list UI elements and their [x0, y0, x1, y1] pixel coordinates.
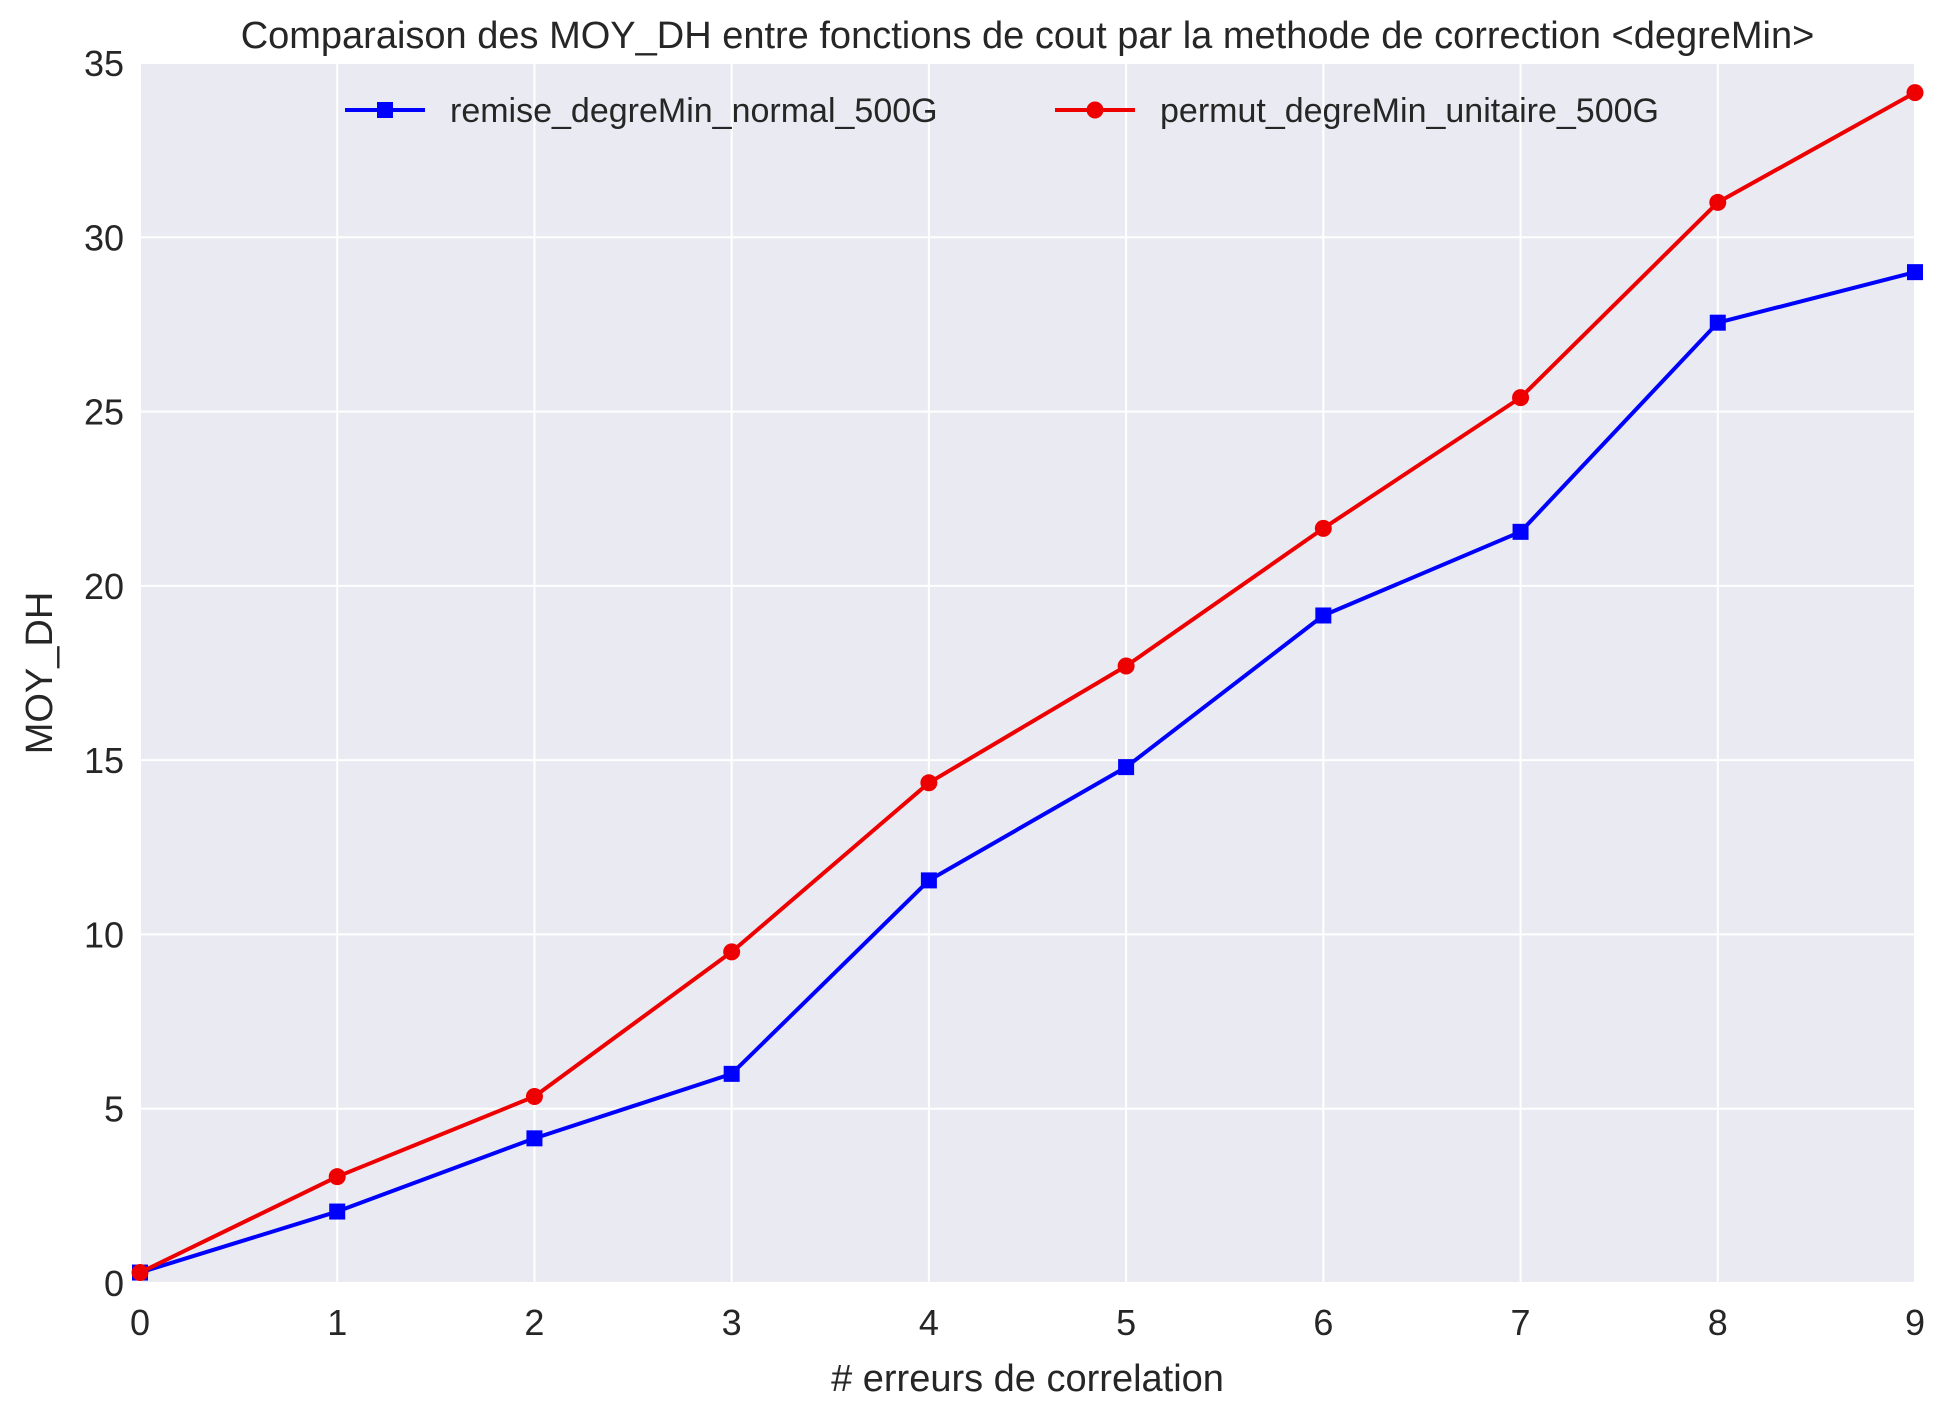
data-point-circle [1512, 389, 1530, 407]
x-tick-label: 6 [1313, 1302, 1333, 1343]
y-tick-label: 20 [84, 566, 124, 607]
x-tick-label: 3 [722, 1302, 742, 1343]
data-point-square [1118, 759, 1135, 776]
x-tick-label: 7 [1511, 1302, 1531, 1343]
data-point-circle [1906, 84, 1924, 102]
x-tick-label: 9 [1905, 1302, 1925, 1343]
data-point-circle [723, 943, 741, 961]
y-tick-label: 25 [84, 392, 124, 433]
legend-marker-circle [1086, 101, 1104, 119]
legend-label: remise_degreMin_normal_500G [450, 92, 938, 130]
y-tick-label: 30 [84, 217, 124, 258]
series-layer [131, 84, 1924, 1282]
x-axis-label: # erreurs de correlation [831, 1358, 1224, 1400]
y-tick-label: 10 [84, 914, 124, 955]
data-point-circle [920, 774, 938, 792]
y-axis-label: MOY_DH [19, 592, 61, 755]
data-point-square [920, 872, 937, 889]
legend-entry: remise_degreMin_normal_500G [345, 92, 938, 130]
data-point-square [329, 1203, 346, 1220]
legend-label: permut_degreMin_unitaire_500G [1160, 92, 1659, 130]
grid [139, 62, 1916, 1284]
legend: remise_degreMin_normal_500G permut_degreM… [345, 92, 1659, 130]
plot-area [140, 63, 1915, 1283]
series-line [139, 270, 1916, 1275]
x-tick-label: 5 [1116, 1302, 1136, 1343]
y-tick-label: 15 [84, 740, 124, 781]
x-tick-label: 4 [919, 1302, 939, 1343]
y-tick-label: 0 [104, 1263, 124, 1304]
data-point-square [1512, 523, 1529, 540]
data-point-square [1315, 607, 1332, 624]
data-point-square [723, 1065, 740, 1082]
data-point-circle [525, 1088, 543, 1106]
data-point-circle [1117, 657, 1135, 675]
x-tick-label: 8 [1708, 1302, 1728, 1343]
data-point-circle [328, 1168, 346, 1186]
series-2 [131, 84, 1924, 1282]
data-point-circle [1709, 193, 1727, 211]
x-tick-label: 1 [327, 1302, 347, 1343]
data-point-circle [1314, 519, 1332, 537]
legend-marker-square [377, 102, 393, 118]
data-point-circle [131, 1264, 149, 1282]
y-tick-label: 5 [104, 1089, 124, 1130]
data-point-square [1709, 314, 1726, 331]
legend-entry: permut_degreMin_unitaire_500G [1055, 92, 1659, 130]
y-tick-label: 35 [84, 43, 124, 84]
data-point-square [526, 1130, 543, 1147]
x-tick-label: 2 [524, 1302, 544, 1343]
axis-ticks: 0 1 2 3 4 5 6 7 8 9 0 5 10 15 20 25 30 35 [84, 43, 1925, 1343]
series-line [139, 90, 1916, 1275]
chart-title: Comparaison des MOY_DH entre fonctions d… [241, 15, 1815, 57]
x-tick-label: 0 [130, 1302, 150, 1343]
data-point-square [1907, 264, 1923, 281]
series-1 [132, 264, 1923, 1281]
